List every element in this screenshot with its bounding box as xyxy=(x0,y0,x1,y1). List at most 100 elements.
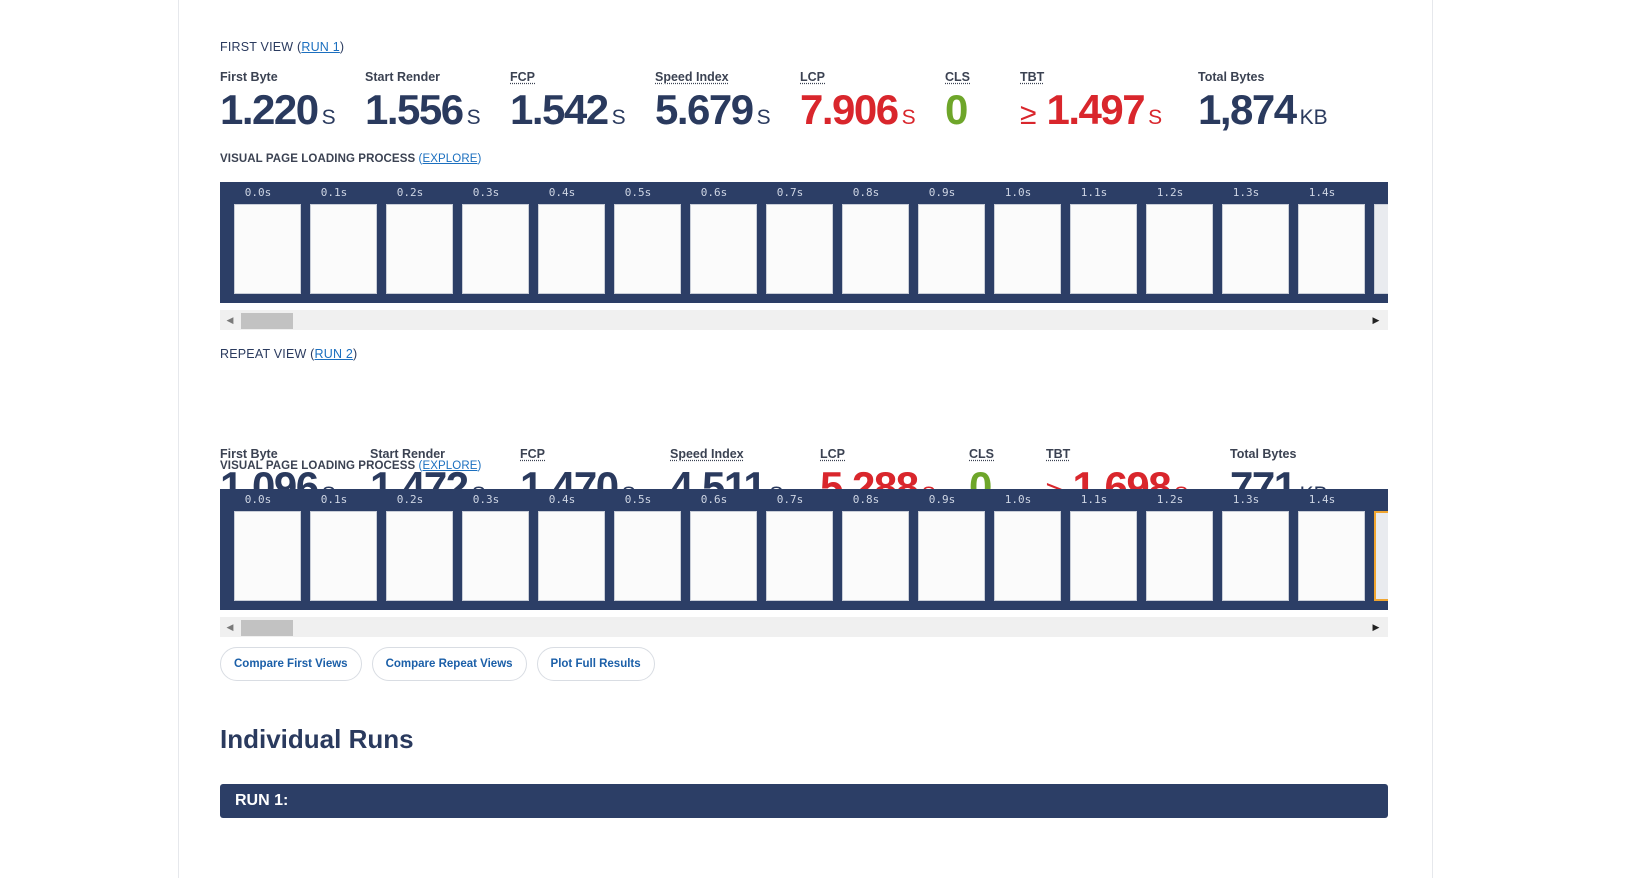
filmstrip-frame[interactable]: 0.9s xyxy=(904,489,985,610)
filmstrip-frame[interactable]: 1.2s xyxy=(1132,489,1213,610)
frame-thumbnail[interactable] xyxy=(1298,511,1365,601)
frame-thumbnail[interactable] xyxy=(1070,511,1137,601)
filmstrip-frame[interactable]: 0.6s xyxy=(676,489,757,610)
filmstrip-frame[interactable]: 1.4s xyxy=(1284,489,1365,610)
filmstrip-frame[interactable]: 1.0s xyxy=(980,182,1061,303)
frame-time-label: 0.0s xyxy=(244,186,272,199)
frame-time-label: 1.3s xyxy=(1232,186,1260,199)
frame-time-label: 1.0s xyxy=(1004,493,1032,506)
metric-tbt: TBT ≥1.497 S xyxy=(1020,70,1163,133)
first-view-vpl-header: VISUAL PAGE LOADING PROCESS (EXPLORE) xyxy=(220,153,482,165)
filmstrip-frame[interactable]: 0.9s xyxy=(904,182,985,303)
frame-thumbnail[interactable] xyxy=(310,204,377,294)
filmstrip-first-view[interactable]: 0.0s 0.1s 0.2s 0.3s 0.4s 0.5s 0.6s 0.7s 0.8s 0.9s… xyxy=(220,182,1388,303)
filmstrip-scrollbar-repeat[interactable]: ◀ ▶ xyxy=(220,617,1388,637)
frame-time-label: 0.2s xyxy=(396,493,424,506)
filmstrip-frame[interactable]: 1.3s xyxy=(1208,489,1289,610)
filmstrip-frame[interactable]: 0.8s xyxy=(828,489,909,610)
frame-thumbnail[interactable] xyxy=(614,511,681,601)
frame-thumbnail[interactable] xyxy=(386,511,453,601)
filmstrip-frame[interactable]: 1.4s xyxy=(1284,182,1365,303)
frame-thumbnail[interactable] xyxy=(994,204,1061,294)
filmstrip-frame[interactable]: 1.1s xyxy=(1056,182,1137,303)
frame-thumbnail[interactable] xyxy=(1374,204,1388,294)
filmstrip-frame-partial[interactable] xyxy=(1360,182,1388,303)
frame-thumbnail[interactable] xyxy=(918,511,985,601)
explore-link-first[interactable]: EXPLORE xyxy=(422,153,478,165)
frame-thumbnail[interactable] xyxy=(766,511,833,601)
frame-time-label: 0.4s xyxy=(548,493,576,506)
frame-thumbnail[interactable] xyxy=(234,511,301,601)
frame-thumbnail[interactable] xyxy=(1146,204,1213,294)
frame-thumbnail[interactable] xyxy=(690,204,757,294)
frame-time-label: 0.1s xyxy=(320,186,348,199)
frame-thumbnail[interactable] xyxy=(766,204,833,294)
filmstrip-frame[interactable]: 1.0s xyxy=(980,489,1061,610)
run-1-link[interactable]: RUN 1 xyxy=(301,40,340,54)
filmstrip-scrollbar-first[interactable]: ◀ ▶ xyxy=(220,310,1388,330)
metric-lcp: LCP 7.906 S xyxy=(800,70,916,133)
frame-time-label: 0.8s xyxy=(852,493,880,506)
filmstrip-frame[interactable]: 0.4s xyxy=(524,489,605,610)
plot-full-results-button[interactable]: Plot Full Results xyxy=(536,647,655,681)
frame-thumbnail[interactable] xyxy=(1146,511,1213,601)
frame-thumbnail[interactable] xyxy=(614,204,681,294)
scroll-thumb[interactable] xyxy=(241,620,293,636)
filmstrip-frame[interactable]: 1.3s xyxy=(1208,182,1289,303)
frame-time-label: 0.9s xyxy=(928,493,956,506)
filmstrip-frame[interactable]: 0.1s xyxy=(296,182,377,303)
compare-first-views-button[interactable]: Compare First Views xyxy=(220,647,362,681)
scroll-right-arrow-icon[interactable]: ▶ xyxy=(1372,315,1380,325)
frame-thumbnail[interactable] xyxy=(1374,511,1388,601)
filmstrip-frame[interactable]: 0.1s xyxy=(296,489,377,610)
filmstrip-frame[interactable]: 0.2s xyxy=(372,489,453,610)
filmstrip-repeat-view[interactable]: 0.0s 0.1s 0.2s 0.3s 0.4s 0.5s 0.6s 0.7s 0.8s 0.9s… xyxy=(220,489,1388,610)
scroll-thumb[interactable] xyxy=(241,313,293,329)
explore-link-repeat[interactable]: EXPLORE xyxy=(422,460,478,472)
filmstrip-frame[interactable]: 0.8s xyxy=(828,182,909,303)
filmstrip-frame[interactable]: 0.5s xyxy=(600,182,681,303)
scroll-right-arrow-icon[interactable]: ▶ xyxy=(1372,622,1380,632)
frame-thumbnail[interactable] xyxy=(1070,204,1137,294)
frame-thumbnail[interactable] xyxy=(1222,204,1289,294)
filmstrip-frame[interactable]: 1.2s xyxy=(1132,182,1213,303)
frame-thumbnail[interactable] xyxy=(842,511,909,601)
filmstrip-frame[interactable]: 0.7s xyxy=(752,182,833,303)
filmstrip-frame-partial[interactable] xyxy=(1360,489,1388,610)
frame-thumbnail[interactable] xyxy=(462,204,529,294)
scroll-left-arrow-icon[interactable]: ◀ xyxy=(226,622,234,632)
frame-thumbnail[interactable] xyxy=(994,511,1061,601)
compare-repeat-views-button[interactable]: Compare Repeat Views xyxy=(371,647,527,681)
repeat-view-title: REPEAT VIEW (RUN 2) xyxy=(220,347,358,361)
filmstrip-frame[interactable]: 0.6s xyxy=(676,182,757,303)
frame-thumbnail[interactable] xyxy=(386,204,453,294)
frame-time-label: 0.7s xyxy=(776,186,804,199)
frame-thumbnail[interactable] xyxy=(1298,204,1365,294)
frame-thumbnail[interactable] xyxy=(310,511,377,601)
frame-time-label: 1.3s xyxy=(1232,493,1260,506)
frame-time-label: 0.3s xyxy=(472,493,500,506)
scroll-left-arrow-icon[interactable]: ◀ xyxy=(226,315,234,325)
frame-thumbnail[interactable] xyxy=(462,511,529,601)
filmstrip-frame[interactable]: 0.0s xyxy=(220,489,301,610)
filmstrip-frame[interactable]: 0.5s xyxy=(600,489,681,610)
frame-thumbnail[interactable] xyxy=(538,511,605,601)
frame-thumbnail[interactable] xyxy=(538,204,605,294)
filmstrip-frame[interactable]: 0.0s xyxy=(220,182,301,303)
frame-thumbnail[interactable] xyxy=(918,204,985,294)
filmstrip-frame[interactable]: 0.4s xyxy=(524,182,605,303)
filmstrip-frame[interactable]: 0.3s xyxy=(448,182,529,303)
filmstrip-frame[interactable]: 0.7s xyxy=(752,489,833,610)
filmstrip-frame[interactable]: 1.1s xyxy=(1056,489,1137,610)
frame-thumbnail[interactable] xyxy=(1222,511,1289,601)
run-1-header[interactable]: RUN 1: xyxy=(220,784,1388,818)
frame-thumbnail[interactable] xyxy=(842,204,909,294)
filmstrip-frame[interactable]: 0.3s xyxy=(448,489,529,610)
filmstrip-frame[interactable]: 0.2s xyxy=(372,182,453,303)
metric-fcp: FCP 1.542 S xyxy=(510,70,626,133)
frame-thumbnail[interactable] xyxy=(690,511,757,601)
run-2-link[interactable]: RUN 2 xyxy=(314,347,354,361)
first-view-section: FIRST VIEW (RUN 1) xyxy=(220,40,1388,54)
frame-time-label: 0.4s xyxy=(548,186,576,199)
frame-thumbnail[interactable] xyxy=(234,204,301,294)
